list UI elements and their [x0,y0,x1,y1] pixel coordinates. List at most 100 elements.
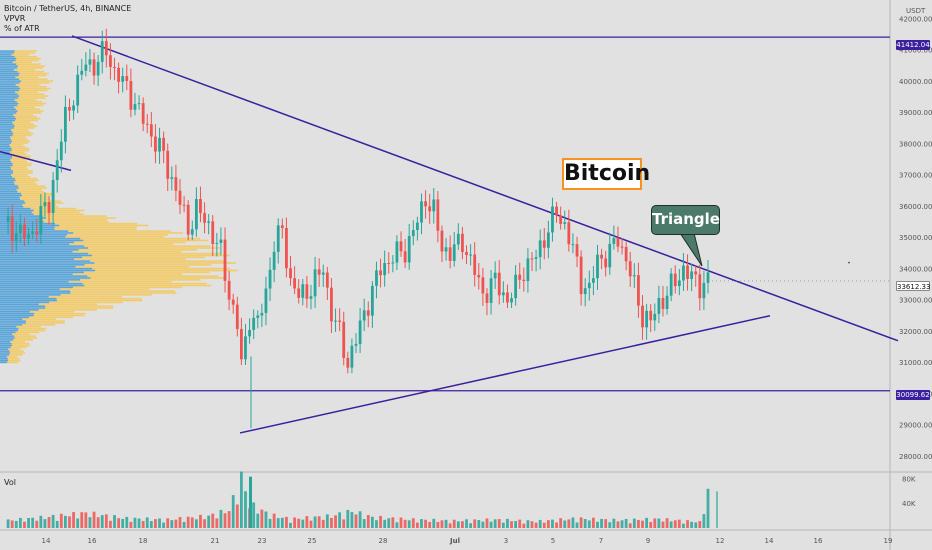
volume-bar [538,519,542,528]
vp-down-bar [12,155,31,157]
vp-up-bar [0,132,14,135]
vp-down-bar [19,72,50,75]
candle-body [166,150,170,179]
volume-bar [387,518,391,528]
vp-down-bar [9,151,25,154]
candle-body [72,105,75,111]
vp-down-bar [46,217,116,219]
vp-up-bar [0,121,13,124]
candle-body [514,274,518,299]
volume-bar [661,521,665,528]
candle-body [673,273,677,287]
vp-up-bar [0,164,13,167]
volume-bar [252,502,256,528]
volume-bar [444,519,448,528]
vp-up-bar [0,202,26,204]
candle-body [665,295,669,309]
vp-down-bar [65,235,164,238]
candle-body [657,298,661,314]
candle-body [669,273,673,296]
vp-down-bar [12,61,32,64]
candle-body [436,199,440,231]
volume-bar [493,519,497,528]
vp-up-bar [0,65,19,67]
vp-up-bar [0,342,12,345]
candle-body [260,312,264,316]
vp-up-bar [0,117,17,120]
volume-bar [276,518,280,528]
trendlines[interactable] [0,35,899,434]
volume-bar [280,517,284,528]
candle-body [244,336,247,360]
volume-bar [571,517,575,528]
bitcoin-title-box[interactable]: Bitcoin [562,158,650,190]
price-tick-label: 40000.00 [899,78,932,86]
vp-down-bar [22,318,56,321]
volume-bar [346,509,350,528]
candle-body [68,106,71,111]
volume-bar [309,520,313,528]
vp-up-bar [0,106,14,109]
vp-down-bar [9,144,24,146]
triangle-callout[interactable]: Triangle [651,205,720,235]
vp-up-bar [0,265,76,268]
vp-down-bar [18,89,48,92]
volume-bar [583,519,587,528]
candle-body [694,271,698,275]
vp-down-bar [16,63,41,65]
volume-bar [154,519,157,528]
candle-body [276,225,280,252]
price-tick-label: 32000.00 [899,328,932,336]
vp-down-bar [80,279,201,281]
vp-up-bar [0,230,69,232]
vp-down-bar [29,310,75,313]
vp-down-bar [54,228,137,231]
vp-up-bar [0,348,9,351]
vp-down-bar [18,185,46,187]
volume-bar [485,518,489,528]
vp-up-bar [0,357,8,360]
vp-up-bar [0,194,23,197]
vp-up-bar [0,147,12,150]
volume-bar [677,519,681,528]
horizontal-levels[interactable] [0,36,890,392]
candle-body [158,137,161,152]
candle-body [207,221,211,223]
candle-body [395,241,399,263]
vp-down-bar [56,297,142,300]
volume-bar [27,517,30,528]
vp-up-bar [0,130,13,133]
vp-down-bar [29,316,73,319]
vp-up-bar [0,333,13,336]
candle-body [624,247,628,262]
vp-up-bar [0,159,11,161]
volume-bar [555,522,558,528]
volume-bar [137,518,141,528]
vp-up-bar [0,252,89,255]
vp-down-bar [10,346,27,349]
candle-body [272,251,276,270]
volume-bar [166,518,170,528]
volume-bar [264,511,268,528]
candle-body [375,270,378,286]
vp-up-bar [0,59,16,62]
vp-down-bar [19,95,49,97]
volume-bar [272,513,276,528]
vp-up-bar [0,269,96,272]
candle-body [6,216,10,222]
candle-body [579,256,583,295]
volume-bar [424,519,427,528]
candle-body [285,228,288,269]
candle-body [43,202,47,207]
price-tick-label: 36000.00 [899,203,932,211]
vp-up-bar [0,309,39,311]
candle-body [84,64,88,71]
volume-bar [415,522,419,528]
volume-bar [637,519,640,528]
candle-body [612,238,616,244]
candle-body [645,310,649,328]
vp-up-bar [0,279,81,281]
vp-down-bar [17,104,44,107]
vp-down-bar [12,333,31,336]
vp-up-bar [0,93,18,95]
